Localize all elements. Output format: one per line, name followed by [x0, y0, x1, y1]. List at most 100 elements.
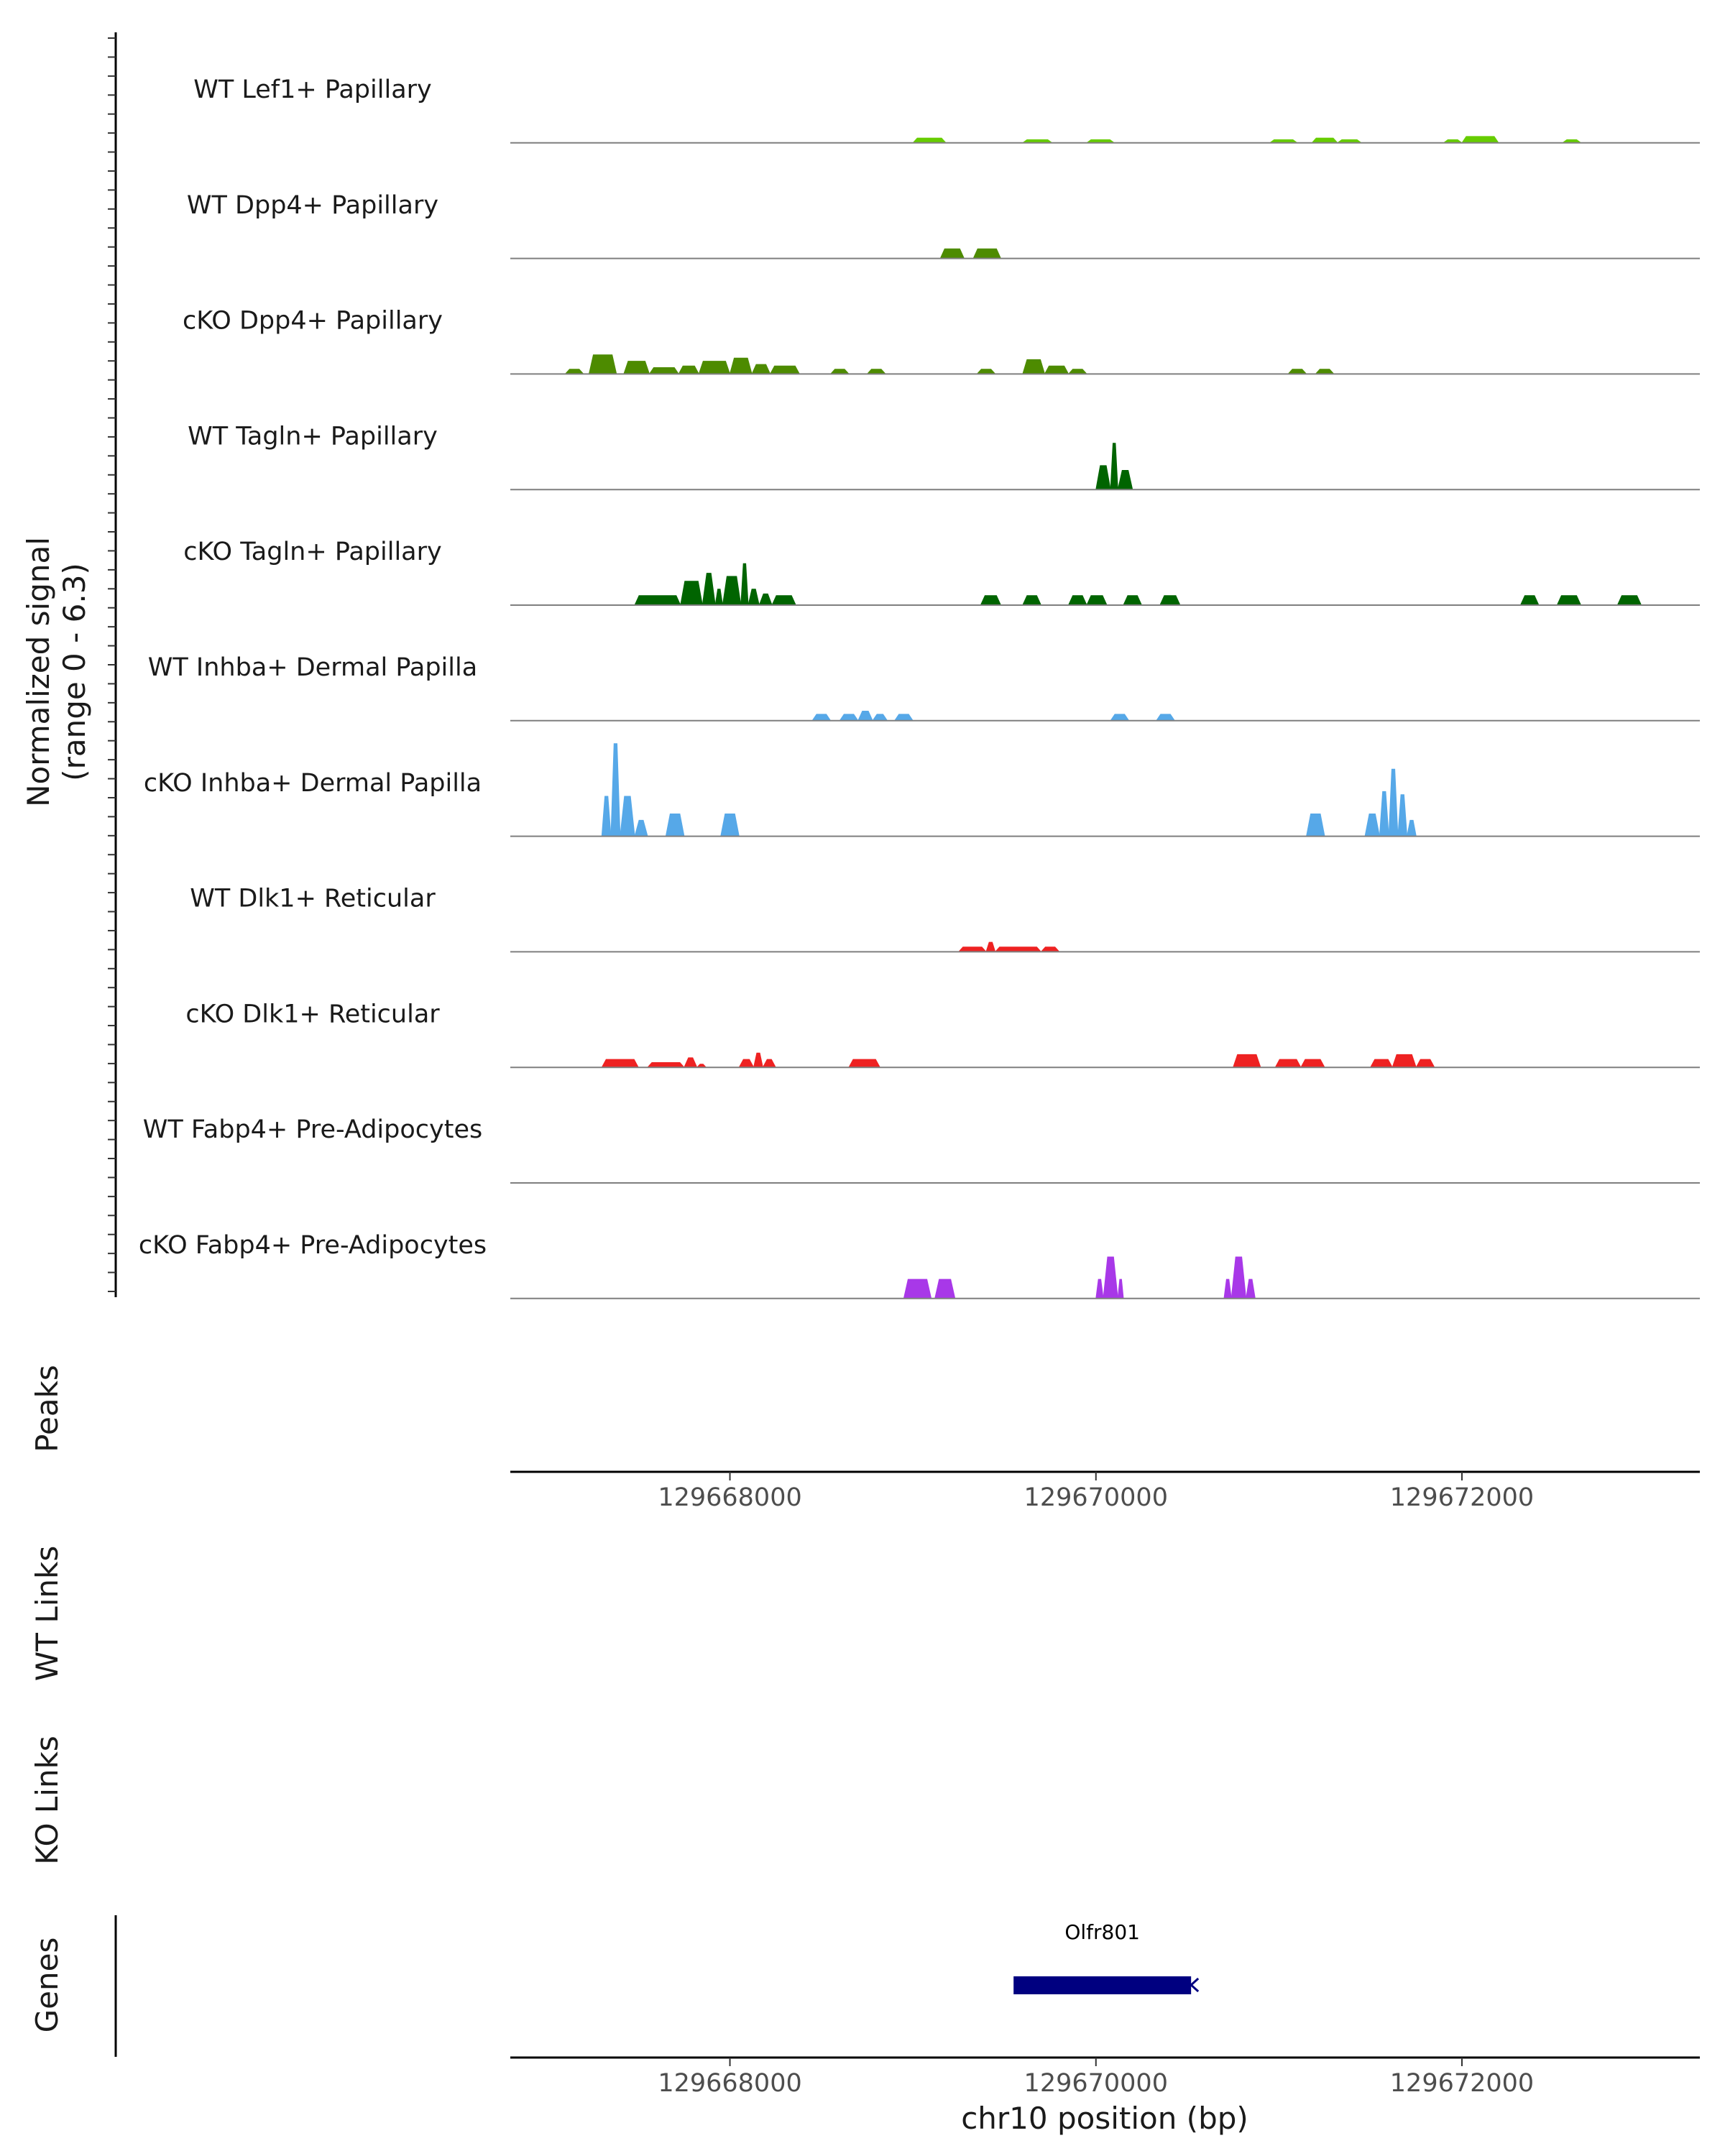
track-label-cko-inhba-dermal-papilla: cKO Inhba+ Dermal Papilla	[144, 769, 482, 798]
signal-peak-cko-tagln-papillary-7	[748, 589, 759, 605]
signal-peak-cko-tagln-papillary-8	[759, 594, 772, 605]
track-cko-dpp4-papillary: cKO Dpp4+ Papillary	[183, 307, 1700, 374]
track-cko-tagln-papillary: cKO Tagln+ Papillary	[183, 538, 1700, 605]
track-label-wt-tagln-papillary: WT Tagln+ Papillary	[188, 422, 438, 451]
signal-peak-wt-tagln-papillary-1	[1096, 466, 1110, 489]
gene-body-olfr801	[1013, 1976, 1191, 1994]
genes-x-axis-ticks: 129668000 129670000 129672000	[658, 2058, 1534, 2098]
wt-links-panel-label: WT Links	[29, 1546, 65, 1681]
signal-peak-cko-dlk1-reticular-13	[1392, 1054, 1416, 1067]
signal-peak-cko-dlk1-reticular-8	[849, 1059, 880, 1067]
signal-peak-cko-dpp4-papillary-1	[565, 369, 583, 374]
signal-peak-cko-dpp4-papillary-15	[1069, 369, 1087, 374]
track-wt-dpp4-papillary: WT Dpp4+ Papillary	[187, 191, 1700, 259]
signal-peak-cko-tagln-papillary-10	[980, 596, 1000, 605]
signal-peak-cko-inhba-dermal-papilla-1	[602, 796, 611, 837]
signal-peak-cko-dlk1-reticular-2	[648, 1063, 684, 1068]
peaks-x-tick-label-3: 129672000	[1390, 1483, 1534, 1512]
gene-strand-arrow-olfr801	[1191, 1978, 1198, 1991]
coverage-tracks: WT Lef1+ Papillary WT Dpp4+ Papillary cKO …	[139, 75, 1700, 1299]
signal-peak-cko-inhba-dermal-papilla-8	[1365, 814, 1379, 837]
signal-peak-cko-inhba-dermal-papilla-11	[1398, 795, 1407, 837]
genes-x-tick-label-2: 129670000	[1024, 2069, 1168, 2098]
coverage-plot: WT Lef1+ Papillary WT Dpp4+ Papillary cKO …	[0, 0, 1725, 2156]
signal-peak-cko-dpp4-papillary-8	[752, 364, 770, 374]
signal-peak-cko-dpp4-papillary-14	[1045, 366, 1069, 374]
gene-annotations: Olfr801	[1013, 1920, 1198, 1994]
signal-peak-wt-dlk1-reticular-2	[986, 942, 995, 952]
track-label-wt-fabp4-pre-adipocytes: WT Fabp4+ Pre-Adipocytes	[143, 1115, 482, 1144]
signal-peak-cko-dpp4-papillary-12	[977, 369, 995, 374]
signal-peak-cko-inhba-dermal-papilla-4	[635, 820, 648, 836]
signal-peak-cko-tagln-papillary-1	[635, 596, 681, 605]
peaks-x-tick-label-1: 129668000	[658, 1483, 801, 1512]
signal-peak-wt-lef1-papillary-1	[913, 138, 946, 143]
signal-peak-cko-dpp4-papillary-9	[770, 366, 800, 374]
track-label-wt-dpp4-papillary: WT Dpp4+ Papillary	[187, 191, 438, 220]
track-label-cko-dlk1-reticular: cKO Dlk1+ Reticular	[185, 1000, 440, 1028]
signal-peak-wt-dlk1-reticular-1	[959, 947, 986, 952]
signal-peak-cko-inhba-dermal-papilla-5	[666, 814, 684, 837]
track-wt-fabp4-pre-adipocytes: WT Fabp4+ Pre-Adipocytes	[143, 1115, 1700, 1183]
signal-peak-cko-fabp4-pre-adipocytes-3	[1096, 1279, 1103, 1299]
signal-peak-cko-dpp4-papillary-13	[1023, 359, 1045, 374]
signal-peak-cko-inhba-dermal-papilla-9	[1379, 791, 1389, 836]
signal-peak-cko-dlk1-reticular-5	[739, 1059, 753, 1067]
signal-peak-cko-dlk1-reticular-12	[1371, 1059, 1393, 1067]
track-label-wt-lef1-papillary: WT Lef1+ Papillary	[193, 75, 432, 104]
signal-peak-cko-dpp4-papillary-4	[650, 368, 679, 374]
signal-peak-wt-tagln-papillary-3	[1118, 471, 1132, 490]
signal-peak-cko-inhba-dermal-papilla-6	[721, 814, 740, 837]
signal-peak-cko-dpp4-papillary-6	[699, 361, 730, 374]
signal-peak-cko-tagln-papillary-16	[1521, 596, 1539, 605]
x-axis-title: chr10 position (bp)	[961, 2101, 1248, 2136]
signal-peak-cko-dlk1-reticular-3	[684, 1058, 697, 1067]
track-wt-inhba-dermal-papilla: WT Inhba+ Dermal Papilla	[148, 653, 1700, 721]
track-cko-dlk1-reticular: cKO Dlk1+ Reticular	[185, 1000, 1700, 1067]
signal-peak-wt-inhba-dermal-papilla-3	[858, 711, 873, 721]
signal-peak-cko-dpp4-papillary-16	[1288, 369, 1307, 374]
signal-peak-cko-dlk1-reticular-6	[754, 1053, 763, 1067]
signal-axis-title-line2: (range 0 - 6.3)	[57, 563, 92, 781]
ko-links-panel-label: KO Links	[29, 1736, 65, 1865]
signal-peak-wt-dlk1-reticular-3	[995, 947, 1041, 952]
track-label-cko-tagln-papillary: cKO Tagln+ Papillary	[183, 538, 442, 566]
genes-x-tick-label-1: 129668000	[658, 2069, 801, 2098]
signal-peak-cko-inhba-dermal-papilla-10	[1389, 769, 1398, 836]
signal-peak-cko-tagln-papillary-12	[1069, 596, 1087, 605]
signal-peak-wt-dlk1-reticular-4	[1041, 947, 1059, 952]
signal-peak-cko-tagln-papillary-4	[715, 589, 722, 605]
signal-peak-cko-tagln-papillary-17	[1557, 596, 1581, 605]
signal-peak-cko-tagln-papillary-3	[702, 573, 715, 605]
signal-peak-wt-inhba-dermal-papilla-7	[1156, 714, 1175, 721]
signal-peak-wt-tagln-papillary-2	[1110, 443, 1118, 489]
signal-peak-cko-inhba-dermal-papilla-3	[620, 796, 635, 837]
signal-peak-cko-dlk1-reticular-9	[1233, 1054, 1261, 1067]
signal-peak-wt-dpp4-papillary-1	[940, 249, 964, 258]
signal-peak-cko-tagln-papillary-5	[722, 576, 740, 605]
signal-peak-wt-inhba-dermal-papilla-6	[1110, 714, 1129, 721]
signal-peak-cko-inhba-dermal-papilla-2	[611, 744, 620, 837]
track-cko-inhba-dermal-papilla: cKO Inhba+ Dermal Papilla	[144, 744, 1700, 837]
track-wt-lef1-papillary: WT Lef1+ Papillary	[193, 75, 1700, 143]
signal-peak-cko-fabp4-pre-adipocytes-4	[1103, 1257, 1118, 1299]
signal-peak-cko-dpp4-papillary-10	[831, 369, 849, 374]
signal-peak-cko-dlk1-reticular-10	[1275, 1059, 1301, 1067]
track-label-cko-dpp4-papillary: cKO Dpp4+ Papillary	[183, 307, 443, 336]
signal-peak-wt-lef1-papillary-5	[1312, 138, 1338, 143]
signal-peak-cko-tagln-papillary-14	[1123, 596, 1141, 605]
signal-peak-cko-tagln-papillary-13	[1087, 596, 1107, 605]
genes-x-tick-label-3: 129672000	[1390, 2069, 1534, 2098]
signal-peak-cko-tagln-papillary-2	[681, 581, 703, 605]
track-label-wt-dlk1-reticular: WT Dlk1+ Reticular	[190, 885, 436, 913]
signal-peak-cko-dlk1-reticular-14	[1416, 1059, 1435, 1067]
signal-axis-title-line1: Normalized signal	[21, 537, 56, 807]
signal-peak-wt-lef1-papillary-8	[1462, 137, 1499, 143]
signal-peak-cko-tagln-papillary-11	[1023, 596, 1041, 605]
track-wt-tagln-papillary: WT Tagln+ Papillary	[188, 422, 1700, 489]
signal-peak-cko-tagln-papillary-9	[772, 596, 796, 605]
signal-peak-cko-fabp4-pre-adipocytes-7	[1231, 1257, 1246, 1299]
signal-peak-cko-dlk1-reticular-11	[1301, 1059, 1325, 1067]
signal-peak-cko-dpp4-papillary-2	[589, 355, 617, 374]
genes-panel-label: Genes	[29, 1938, 65, 2033]
